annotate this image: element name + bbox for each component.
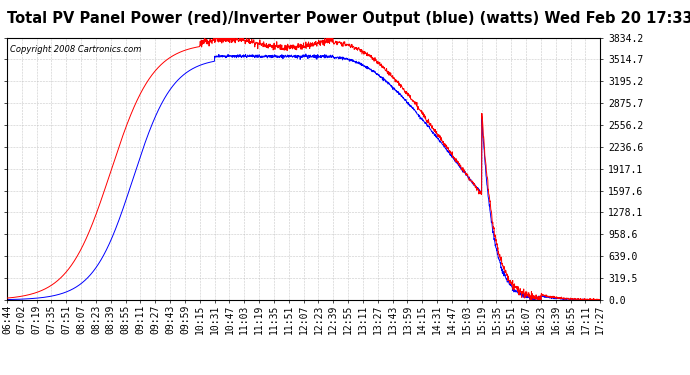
Text: Copyright 2008 Cartronics.com: Copyright 2008 Cartronics.com: [10, 45, 141, 54]
Text: Total PV Panel Power (red)/Inverter Power Output (blue) (watts) Wed Feb 20 17:33: Total PV Panel Power (red)/Inverter Powe…: [7, 11, 690, 26]
